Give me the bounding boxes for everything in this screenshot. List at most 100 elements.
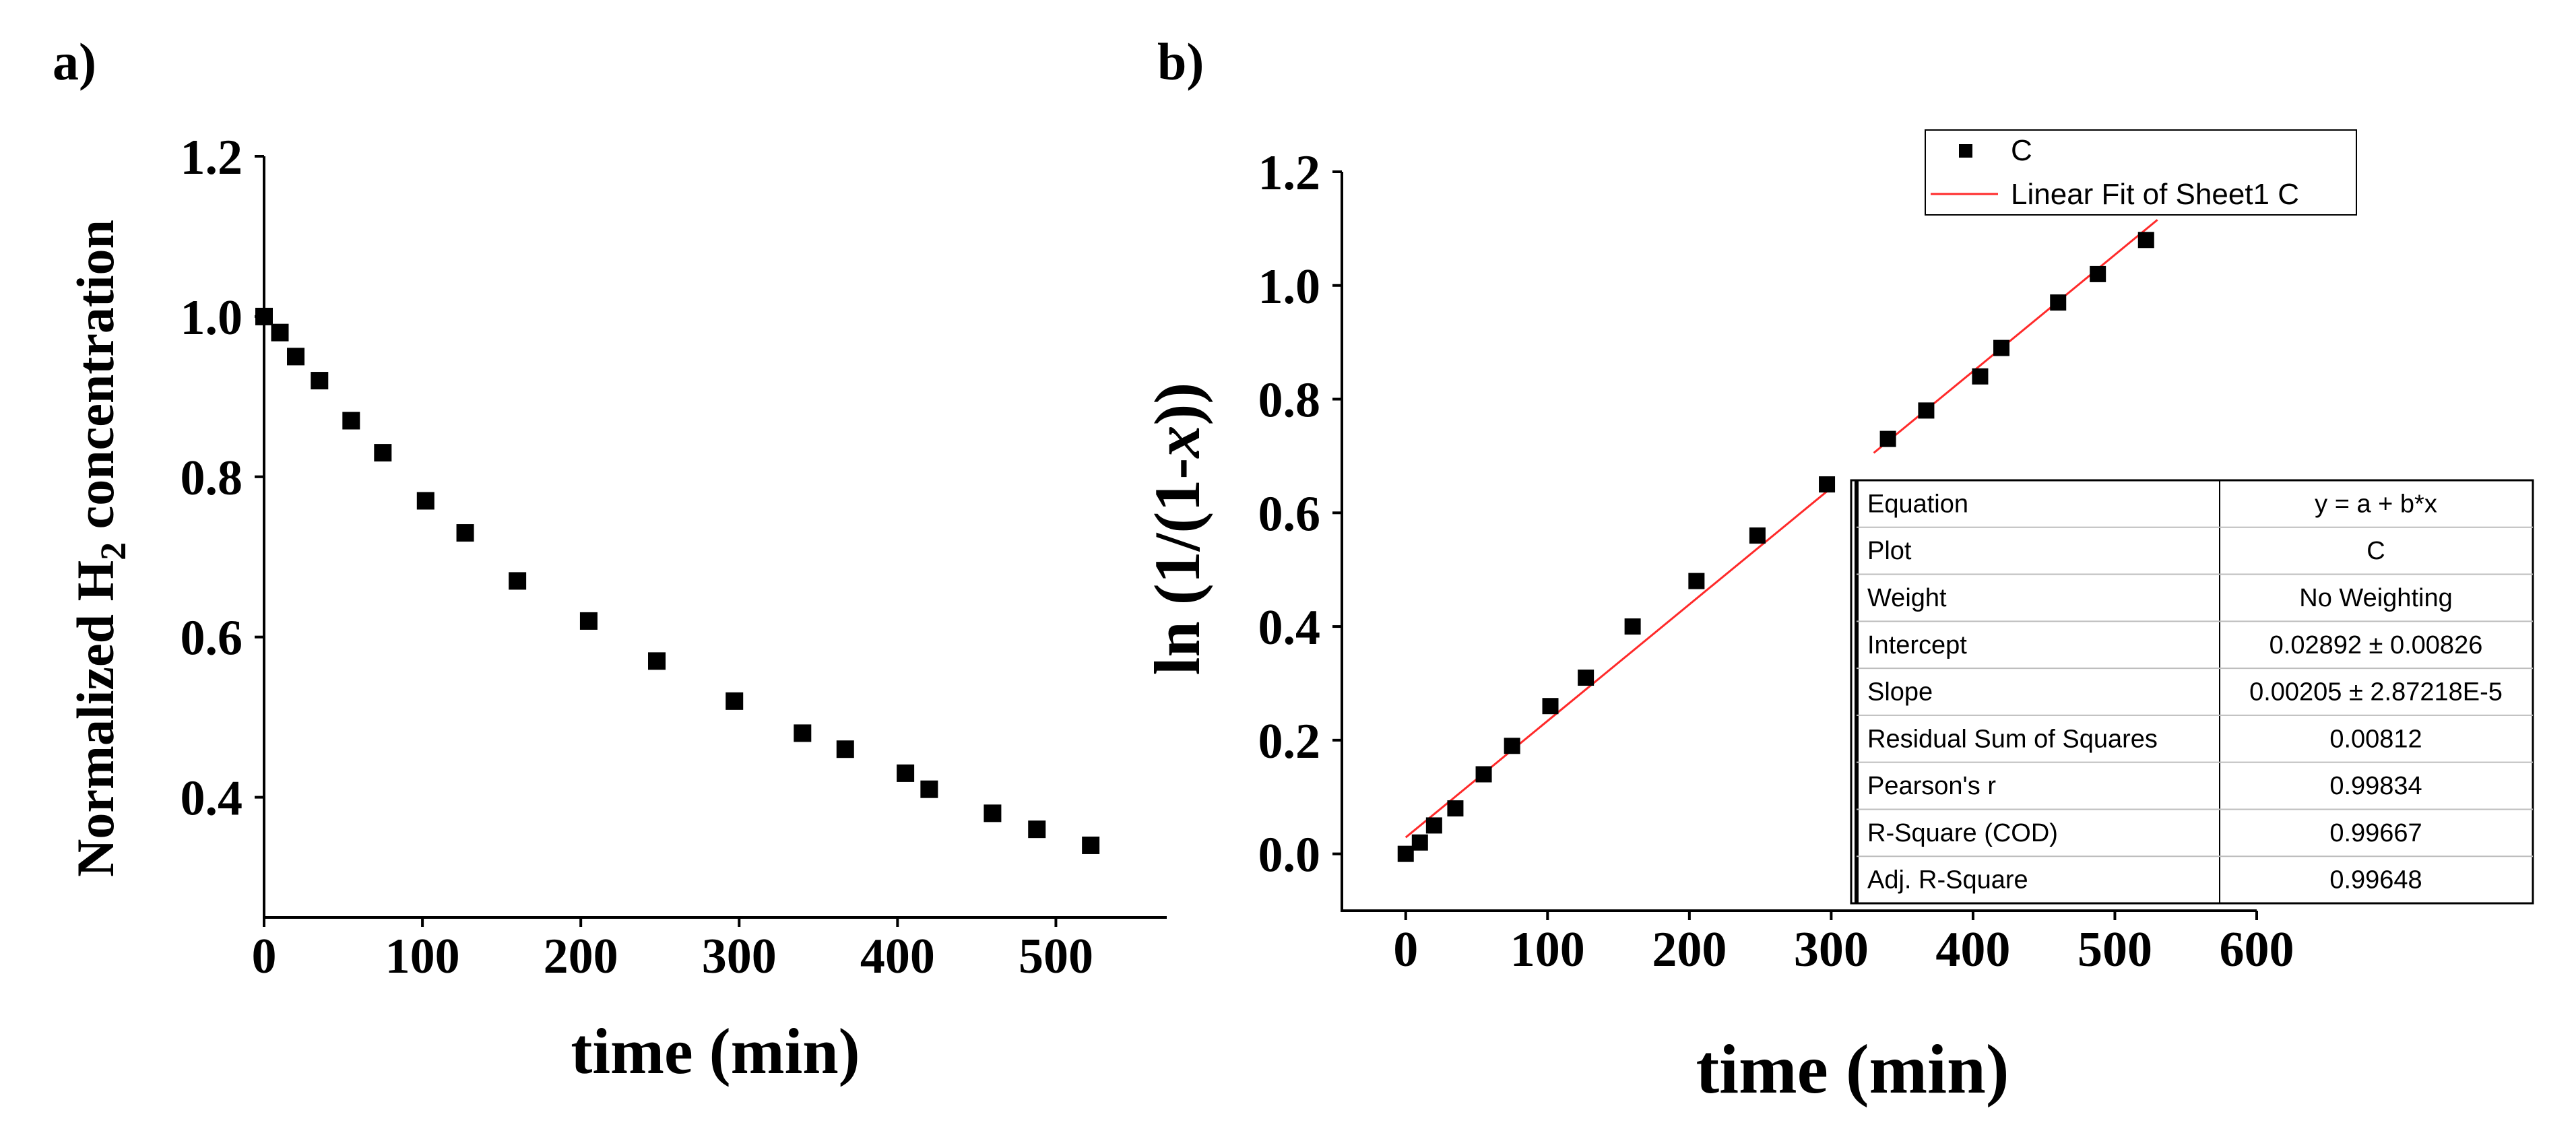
panel-a-data-point [287,348,305,366]
panel-a-data-point [794,724,812,742]
panel-b-y-tick-label: 0.6 [1258,486,1321,542]
panel-a-data-point [416,492,434,510]
panel-b-data-point [1918,402,1935,419]
panel-b-x-tick-label: 500 [2078,922,2152,977]
stats-table-value: 0.02892 ± 0.00826 [2269,631,2483,659]
panel-a-data-point [374,444,392,462]
panel-b-data-point [1411,834,1428,851]
panel-a-data-point [1082,836,1100,854]
panel-a-data-point [456,524,474,542]
panel-a: a) 0 100 200 300 400 500 0.4 0.6 0.8 1.0 1.2 time … [53,32,1167,1087]
panel-b-fit-statistics-table: Equation y = a + b*x Plot C Weight No Weighti… [1850,479,2534,905]
stats-table-value: 0.00812 [2329,725,2422,753]
panel-b-data-point [1688,573,1705,589]
panel-b-data-points [1397,232,2154,862]
panel-b-y-label-italic: x [1141,426,1213,459]
panel-a-x-tick-label: 100 [385,929,460,984]
panel-b-data-point [1542,698,1559,715]
panel-b-x-tick-label: 200 [1652,922,1727,977]
panel-a-x-tick-label: 200 [544,929,618,984]
panel-b-data-point [2137,232,2154,249]
stats-table-rows: Equation y = a + b*x Plot C Weight No Weighti… [1857,490,2533,895]
panel-a-x-tick-label: 500 [1019,929,1093,984]
panel-a-data-point [255,307,273,325]
panel-b-x-tick-label: 600 [2220,922,2294,977]
stats-table-key: Weight [1867,584,1947,612]
panel-b-ticks [1332,170,2258,920]
panel-b-data-point [1447,800,1464,817]
panel-b-y-tick-label: 1.0 [1258,259,1321,315]
panel-b-x-tick-label: 400 [1935,922,2010,977]
panel-b-fit-line-segment [1873,219,2158,454]
panel-b-legend-frame [1925,129,2357,216]
panel-a-y-tick-label: 1.0 [181,290,243,346]
stats-table-key: Slope [1867,678,1933,707]
panel-b-data-point [1397,845,1414,862]
panel-b-data-point [1425,817,1442,834]
panel-b-data-point [1993,339,2010,356]
panel-a-data-point [342,412,360,430]
panel-a-x-tick-label: 0 [252,929,277,984]
stats-table-value: 0.99667 [2329,819,2422,847]
panel-a-y-label-subscript: 2 [93,542,133,560]
stats-table-value: C [2366,537,2385,565]
panel-b-data-point [1624,618,1641,635]
panel-a-data-point [920,780,938,798]
panel-b-data-point [2090,265,2106,282]
panel-b: b) 0 100 200 300 400 500 600 0.0 0.2 0.4 0.6 0.8 1.0… [1141,32,2534,1108]
panel-a-data-point [579,612,598,630]
panel-a-data-point [271,323,289,342]
panel-a-data-points [255,307,1100,854]
panel-b-x-tick-label: 0 [1393,922,1418,977]
panel-b-data-point [1819,476,1836,493]
stats-table-frame [1850,479,2534,905]
panel-b-data-point [1578,670,1595,686]
panel-b-data-point [1475,766,1492,783]
panel-b-data-point [1504,738,1520,754]
panel-b-y-tick-label: 0.4 [1258,600,1321,655]
panel-a-x-axis-label: time (min) [571,1015,860,1087]
panel-b-y-tick-label: 0.8 [1258,373,1321,428]
panel-b-data-point [1749,527,1766,544]
panel-b-y-label-prefix: ln (1/(1- [1141,458,1213,676]
panel-a-x-tick-label: 300 [702,929,777,984]
panel-b-x-axis-label: time (min) [1696,1031,2009,1108]
panel-b-y-axis-label: ln (1/(1-x)) [1141,383,1213,676]
panel-a-data-point [984,804,1002,822]
panel-a-data-point [509,572,527,590]
stats-table-key: Residual Sum of Squares [1867,725,2158,753]
stats-table-value: 0.99834 [2329,772,2422,800]
panel-b-tick-labels: 0 100 200 300 400 500 600 0.0 0.2 0.4 0.6 0.8 1.0 1.2 [1258,145,2294,977]
panel-b-data-point [2050,294,2067,311]
stats-table-key: Pearson's r [1867,772,1996,800]
panel-a-y-tick-label: 1.2 [181,130,243,185]
panel-a-y-tick-label: 0.6 [181,611,243,666]
panel-a-x-tick-label: 400 [860,929,935,984]
panel-a-ticks [255,155,1058,927]
panel-a-y-label-suffix: concentration [66,220,125,542]
panel-b-data-point [1879,430,1896,447]
panel-a-data-point [648,652,666,670]
panel-a-y-tick-label: 0.8 [181,451,243,506]
stats-table-value: No Weighting [2299,584,2452,612]
panel-a-tick-labels: 0 100 200 300 400 500 0.4 0.6 0.8 1.0 1.2 [181,130,1093,984]
panel-a-data-point [726,692,744,710]
panel-b-y-tick-label: 0.2 [1258,714,1321,769]
panel-b-y-label-suffix: )) [1141,383,1213,426]
panel-a-y-axis-label: Normalized H2 concentration [66,220,133,877]
legend-entry-c: C [2011,134,2032,167]
panel-b-fit-line-segment [1405,484,1835,839]
stats-table-value: 0.99648 [2329,866,2422,895]
panel-a-y-tick-label: 0.4 [181,771,243,827]
panel-b-data-point [1972,368,1989,385]
stats-table-key: Intercept [1867,631,1967,659]
panel-b-y-tick-label: 1.2 [1258,145,1321,201]
stats-table-value: 0.00205 ± 2.87218E-5 [2249,678,2503,707]
panel-a-data-point [311,372,329,390]
panel-a-data-point [1028,820,1046,839]
stats-table-key: Plot [1867,537,1912,565]
panel-a-data-point [836,740,854,758]
panel-b-x-tick-label: 300 [1794,922,1869,977]
legend-marker-square [1959,144,1972,158]
